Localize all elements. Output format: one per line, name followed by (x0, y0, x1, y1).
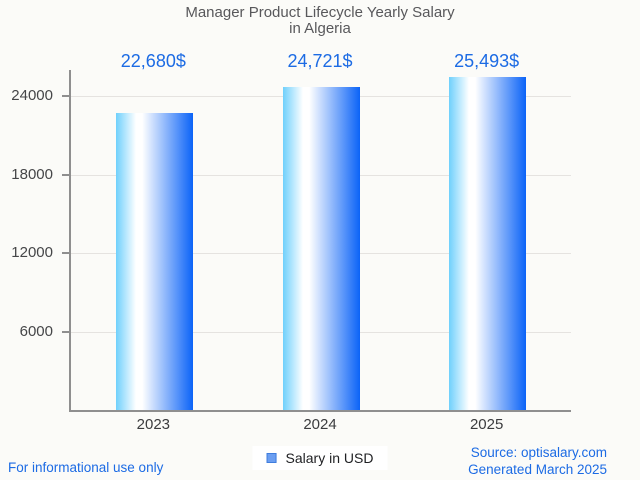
x-tick-label: 2024 (303, 416, 337, 433)
chart-title-line2: in Algeria (289, 20, 351, 37)
chart-title: Manager Product Lifecycle Yearly Salary … (0, 5, 640, 37)
bar (282, 86, 360, 410)
legend-label: Salary in USD (285, 450, 374, 466)
bar-value-label: 24,721$ (287, 51, 353, 71)
bar (115, 113, 193, 410)
y-axis-labels: 6000 12000 18000 24000 (0, 70, 60, 410)
y-tick-label: 6000 (19, 322, 53, 340)
bar (449, 76, 527, 410)
y-tick-label: 12000 (11, 244, 53, 262)
y-tick-label: 24000 (11, 87, 53, 105)
chart-title-line1: Manager Product Lifecycle Yearly Salary (185, 4, 455, 21)
disclaimer-text: For informational use only (8, 460, 164, 475)
bar-value-label: 25,493$ (454, 51, 520, 71)
y-tick (62, 95, 69, 98)
bar-value-label: 22,680$ (120, 51, 186, 71)
footer-source-block: Source: optisalary.com Generated March 2… (468, 444, 607, 478)
x-axis-labels: 2023 2024 2025 (70, 416, 570, 436)
bar-value-labels: 22,680$ 24,721$ 25,493$ (70, 50, 570, 74)
generated-date: Generated March 2025 (468, 462, 607, 477)
plot-area (62, 70, 571, 412)
y-tick-label: 18000 (11, 165, 53, 183)
legend-swatch-icon (266, 453, 277, 463)
x-tick-label: 2025 (469, 416, 504, 433)
source-link[interactable]: Source: optisalary.com (470, 445, 607, 460)
x-tick-label: 2023 (136, 416, 171, 433)
y-tick (62, 173, 69, 176)
y-tick (62, 252, 69, 255)
y-tick (62, 330, 69, 333)
legend: Salary in USD (252, 446, 388, 470)
